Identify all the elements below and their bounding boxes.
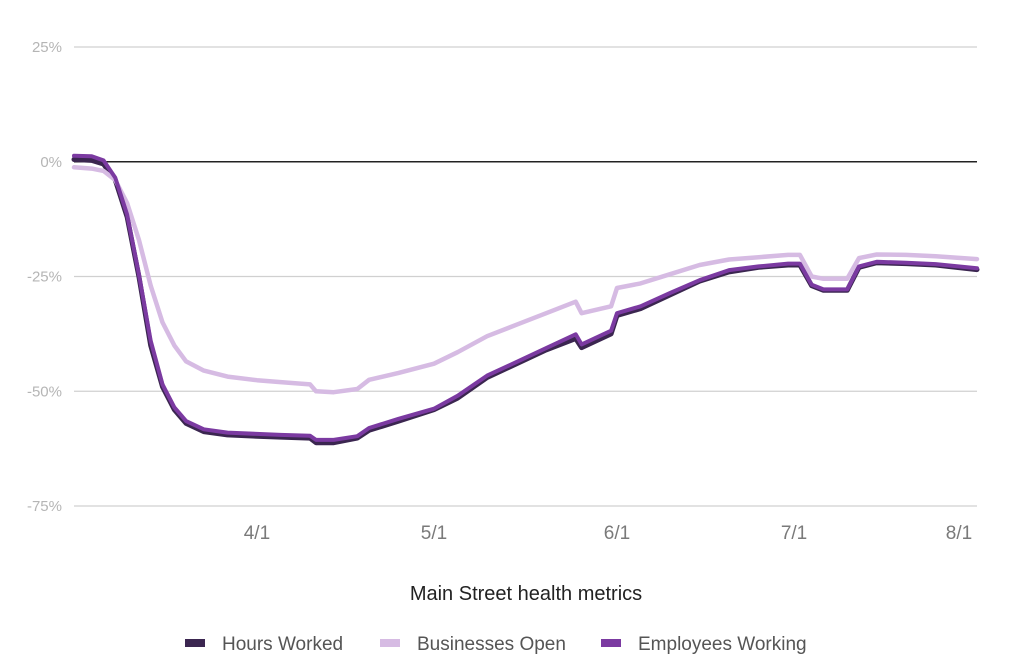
x-axis-ticks: 4/1 5/1 6/1 7/1 8/1 <box>244 523 972 544</box>
x-axis-label: Main Street health metrics <box>410 583 642 605</box>
y-tick-label: -50% <box>27 383 62 400</box>
x-tick-label: 8/1 <box>946 523 972 544</box>
x-tick-label: 6/1 <box>604 523 630 544</box>
legend-label: Hours Worked <box>222 634 343 655</box>
series-line-hours-worked <box>71 157 980 446</box>
legend-swatch <box>601 639 621 647</box>
gridlines <box>74 46 977 507</box>
x-tick-label: 5/1 <box>421 523 447 544</box>
legend-label: Businesses Open <box>417 634 566 655</box>
legend-swatch <box>185 639 205 647</box>
series-line-businesses-open <box>71 165 980 395</box>
legend-swatch <box>380 639 400 647</box>
y-axis-ticks: 25% 0% -25% -50% -75% <box>27 39 62 515</box>
x-tick-label: 7/1 <box>781 523 807 544</box>
y-tick-label: -25% <box>27 269 62 286</box>
series-line-employees-working <box>72 153 979 442</box>
y-tick-label: -75% <box>27 498 62 515</box>
legend-label: Employees Working <box>638 634 807 655</box>
y-tick-label: 0% <box>40 154 62 171</box>
x-tick-label: 4/1 <box>244 523 270 544</box>
series-lines <box>71 153 980 446</box>
legend: Hours Worked Businesses Open Employees Wor… <box>185 634 807 655</box>
y-tick-label: 25% <box>32 39 62 56</box>
